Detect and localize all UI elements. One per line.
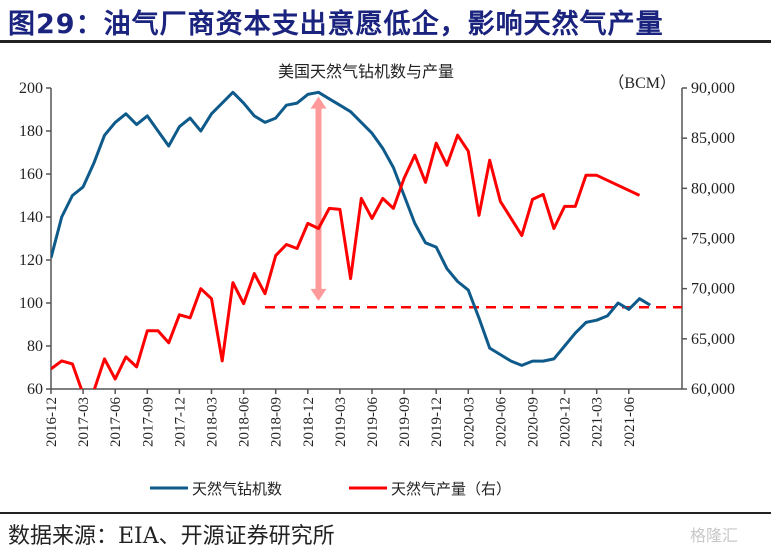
left-axis-tick-label: 160 [19, 166, 43, 183]
right-axis-tick-label: 75,000 [691, 231, 735, 248]
watermark: 格隆汇 [690, 526, 739, 545]
x-axis-tick-label: 2016-12 [44, 397, 60, 447]
x-axis-tick-label: 2018-09 [269, 397, 285, 447]
right-axis-tick-label: 80,000 [691, 180, 735, 197]
legend-label-rig-count: 天然气钻机数 [192, 480, 282, 498]
x-axis-tick-label: 2020-06 [493, 397, 509, 447]
x-axis-tick-label: 2017-09 [140, 397, 156, 447]
x-axis-tick-label: 2017-12 [172, 397, 188, 447]
x-axis-tick-label: 2017-06 [108, 397, 124, 447]
x-axis-tick-label: 2019-12 [429, 397, 445, 447]
right-axis-tick-label: 85,000 [691, 130, 735, 147]
left-axis-tick-label: 200 [19, 80, 43, 97]
right-axis-unit-label: （BCM） [608, 74, 676, 92]
right-axis-tick-label: 65,000 [691, 331, 735, 348]
production-line [51, 133, 641, 389]
x-axis-tick-label: 2020-03 [461, 397, 477, 447]
left-axis-tick-label: 80 [27, 338, 43, 355]
arrow-head-up [310, 96, 327, 109]
rig-count-line [51, 90, 651, 367]
x-axis-tick-label: 2018-12 [301, 397, 317, 447]
x-axis-tick-label: 2019-06 [365, 397, 381, 447]
left-axis-tick-label: 100 [19, 295, 43, 312]
x-axis-tick-label: 2018-03 [205, 397, 221, 447]
x-axis-tick-label: 2021-03 [590, 397, 606, 447]
left-axis-tick-label: 120 [19, 252, 43, 269]
legend: 天然气钻机数 天然气产量（右） [150, 480, 511, 498]
right-axis-tick-label: 60,000 [691, 381, 735, 398]
left-axis-tick-label: 180 [19, 123, 43, 140]
x-axis-tick-label: 2020-12 [558, 397, 574, 447]
series-group [51, 90, 651, 389]
legend-label-production: 天然气产量（右） [391, 480, 511, 498]
data-source: 数据来源：EIA、开源证券研究所 [8, 524, 335, 549]
x-axis-tick-label: 2019-09 [397, 397, 413, 447]
x-axis-tick-label: 2019-03 [333, 397, 349, 447]
left-axis-tick-label: 140 [19, 209, 43, 226]
x-axis-tick-label: 2020-09 [526, 397, 542, 447]
figure-title: 图29：油气厂商资本支出意愿低企，影响天然气产量 [8, 9, 664, 40]
arrow-head-down [310, 288, 327, 301]
chart-title: 美国天然气钻机数与产量 [278, 62, 454, 81]
annotations [265, 96, 682, 309]
x-axis-tick-label: 2021-06 [622, 397, 638, 447]
footer-divider [0, 512, 771, 514]
right-axis-tick-label: 70,000 [691, 281, 735, 298]
right-axis-tick-label: 90,000 [691, 80, 735, 97]
title-divider [0, 40, 771, 43]
x-axis-tick-label: 2018-06 [237, 397, 253, 447]
left-axis-tick-label: 60 [27, 381, 43, 398]
right-axis: 60,000 65,000 70,000 75,000 80,000 85,000 90,0… [681, 80, 735, 398]
left-axis: 60 80 100 120 140 160 180 200 [19, 80, 52, 398]
x-axis-tick-label: 2017-03 [76, 397, 92, 447]
x-axis: 2016-12 2017-03 2017-06 2017-09 2017-12 2018-… [44, 388, 682, 447]
